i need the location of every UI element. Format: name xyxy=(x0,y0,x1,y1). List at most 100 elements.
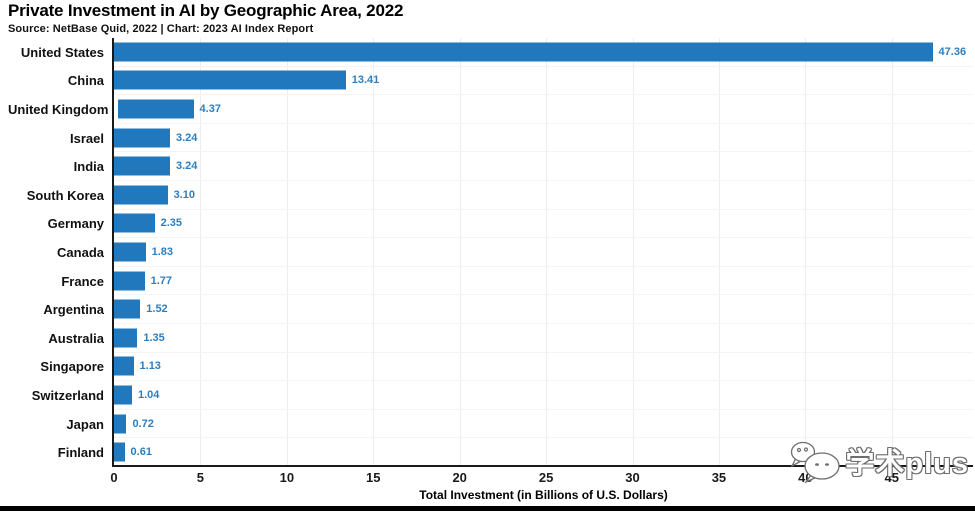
chart-source-note: Source: NetBase Quid, 2022 | Chart: 2023… xyxy=(8,23,314,35)
vertical-gridline xyxy=(718,38,720,465)
x-tick-label: 35 xyxy=(711,470,727,485)
value-label: 1.13 xyxy=(139,360,161,373)
value-label: 4.37 xyxy=(199,102,221,115)
chart-title: Private Investment in AI by Geographic A… xyxy=(8,1,404,20)
bar-rows: United States 47.36 China 13.41 United Kingd… xyxy=(8,38,973,467)
category-label: Singapore xyxy=(40,359,104,375)
vertical-gridline xyxy=(632,38,634,465)
category-label: Australia xyxy=(48,330,104,346)
bar xyxy=(114,356,134,376)
value-label: 2.35 xyxy=(160,217,183,230)
bar xyxy=(114,442,125,462)
category-label: Germany xyxy=(47,216,104,232)
x-tick-label: 5 xyxy=(196,470,205,485)
category-label: South Korea xyxy=(26,187,104,203)
chart-row: Japan 0.72 xyxy=(8,410,973,439)
value-label: 1.77 xyxy=(150,274,172,287)
category-label: Canada xyxy=(57,244,104,260)
value-label: 1.83 xyxy=(151,245,174,258)
bar-track: 0.72 xyxy=(114,410,973,439)
chart-row: China 13.41 xyxy=(8,67,973,96)
value-label: 0.72 xyxy=(132,417,154,430)
chart-row: Argentina 1.52 xyxy=(8,295,973,324)
bar-track: 2.35 xyxy=(114,210,973,239)
chart-row: Switzerland 1.04 xyxy=(8,381,973,410)
x-axis-label: Total Investment (in Billions of U.S. Do… xyxy=(419,488,668,502)
bar xyxy=(114,385,132,405)
value-label: 1.35 xyxy=(143,331,165,344)
watermark-text: 学术plus xyxy=(845,448,969,480)
x-axis-line xyxy=(112,465,973,467)
x-tick-label: 0 xyxy=(110,470,118,485)
x-tick-label: 15 xyxy=(366,470,381,485)
bar xyxy=(114,156,170,176)
chart-row: South Korea 3.10 xyxy=(8,181,973,210)
chart-row: Israel 3.24 xyxy=(8,124,973,153)
x-tick-label: 30 xyxy=(625,470,640,485)
vertical-gridline xyxy=(200,38,202,465)
bar xyxy=(114,42,933,62)
value-label: 13.41 xyxy=(351,74,380,87)
x-axis-ticks: 0 5 10 15 20 25 30 35 40 45 xyxy=(110,470,973,486)
bar-track: 3.10 xyxy=(114,181,973,210)
bar-track: 1.77 xyxy=(114,267,973,296)
bar-track: 1.04 xyxy=(114,381,973,410)
bar xyxy=(118,99,194,119)
bar-track: 1.52 xyxy=(114,295,973,324)
category-label: France xyxy=(61,273,104,289)
vertical-gridline xyxy=(286,38,288,465)
y-axis-line xyxy=(112,38,114,467)
watermark: 学术plus xyxy=(789,441,969,488)
chart-row: United Kingdom 4.37 xyxy=(8,95,973,124)
chart-row: Australia 1.35 xyxy=(8,324,973,353)
vertical-gridline xyxy=(459,38,461,465)
bar-track: 47.36 xyxy=(114,38,973,67)
category-label: India xyxy=(73,159,104,175)
bar xyxy=(114,299,141,319)
category-label: China xyxy=(67,73,104,89)
value-label: 1.52 xyxy=(146,303,168,316)
value-label: 3.10 xyxy=(173,188,195,201)
chart-row: Germany 2.35 xyxy=(8,210,973,239)
bar-track: 3.24 xyxy=(114,124,973,153)
x-tick-label: 25 xyxy=(538,470,554,485)
bottom-divider xyxy=(0,506,975,511)
x-tick-label: 20 xyxy=(452,470,467,485)
bar xyxy=(114,242,146,262)
category-label: United States xyxy=(20,44,104,60)
bar-track: 3.24 xyxy=(114,152,973,181)
category-label: United Kingdom xyxy=(8,101,109,117)
category-label: Israel xyxy=(70,130,104,146)
gridline-layer xyxy=(114,38,973,465)
category-label: Finland xyxy=(57,445,104,461)
bar xyxy=(114,328,138,348)
category-label: Japan xyxy=(66,416,104,432)
chart-header: Private Investment in AI by Geographic A… xyxy=(8,1,403,35)
vertical-gridline xyxy=(891,38,893,465)
x-tick-label: 45 xyxy=(884,470,899,485)
chart-row: Canada 1.83 xyxy=(8,238,973,267)
vertical-gridline xyxy=(805,38,807,465)
chart-row: United States 47.36 xyxy=(8,38,973,67)
value-label: 47.36 xyxy=(938,45,967,58)
category-label: Argentina xyxy=(43,302,104,318)
chart-row: France 1.77 xyxy=(8,267,973,296)
x-tick-label: 10 xyxy=(279,470,295,485)
bar-track: 1.35 xyxy=(114,324,973,353)
bar-track: 13.41 xyxy=(114,67,973,96)
vertical-gridline xyxy=(373,38,375,465)
bar xyxy=(114,213,155,233)
value-label: 1.04 xyxy=(137,388,160,401)
bar-track: 1.13 xyxy=(114,353,973,382)
bar-track: 1.83 xyxy=(114,238,973,267)
value-label: 3.24 xyxy=(175,131,198,144)
bar xyxy=(114,185,168,205)
bar xyxy=(114,128,170,148)
bar xyxy=(114,414,127,434)
value-label: 3.24 xyxy=(175,160,198,173)
chart-row: Singapore 1.13 xyxy=(8,353,973,382)
category-label: Switzerland xyxy=(31,387,104,403)
value-label: 0.61 xyxy=(130,446,152,459)
chart-row: India 3.24 xyxy=(8,152,973,181)
